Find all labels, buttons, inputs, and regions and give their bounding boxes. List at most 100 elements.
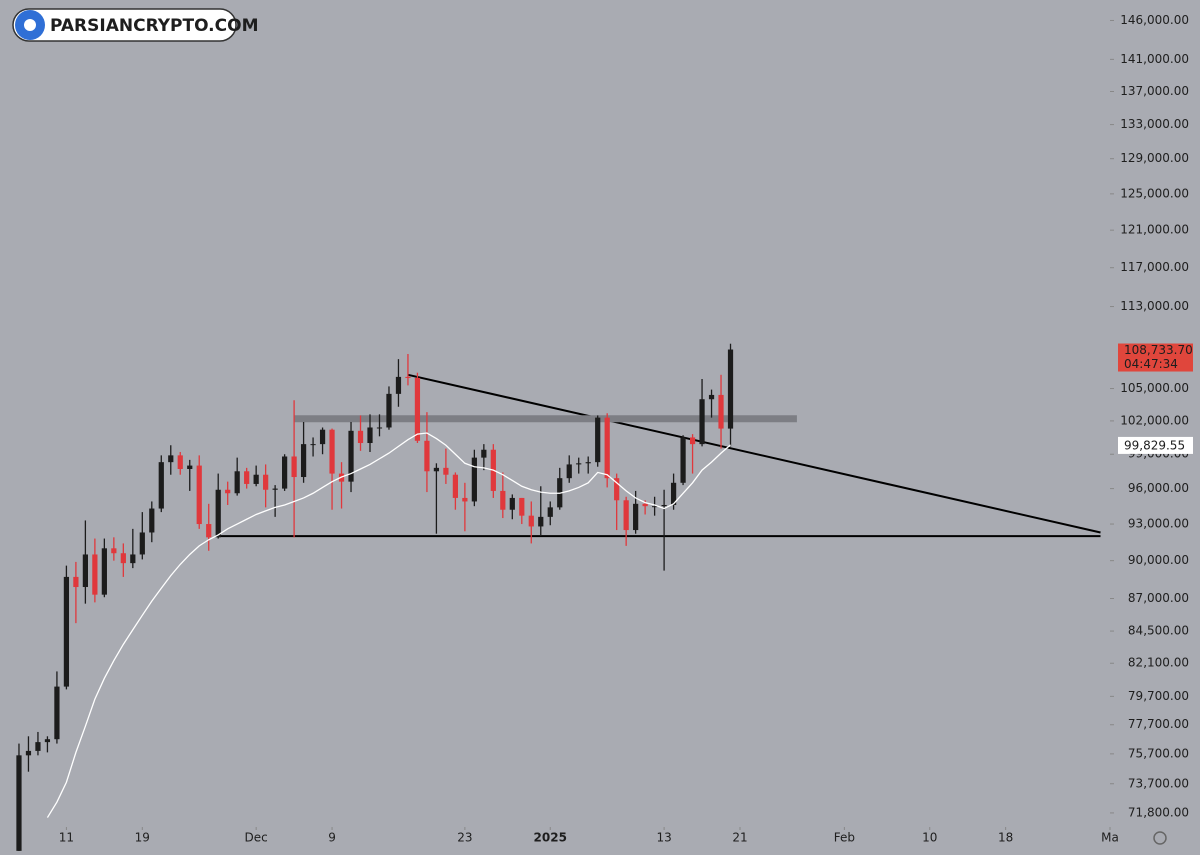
candle-body xyxy=(130,554,136,564)
candle-body xyxy=(319,429,326,445)
candle-body xyxy=(661,504,667,507)
x-tick-label: 21 xyxy=(732,831,747,845)
candle-body xyxy=(244,471,250,484)
x-tick-label: Ma xyxy=(1101,831,1119,845)
candle-body xyxy=(234,471,240,494)
candle-body xyxy=(595,417,601,463)
candle-body xyxy=(63,576,70,687)
y-tick-label: 77,700.00 xyxy=(1128,717,1189,731)
x-tick-label: 9 xyxy=(328,831,336,845)
candle-body xyxy=(120,553,126,564)
candle-body xyxy=(699,399,705,445)
y-tick-label: 141,000.00 xyxy=(1120,52,1189,66)
last-price-label: 108,733.70 xyxy=(1124,343,1193,357)
candle-body xyxy=(414,377,421,441)
candle-body xyxy=(509,497,515,510)
last-price-tag xyxy=(1118,343,1193,372)
y-tick-label: 133,000.00 xyxy=(1120,117,1189,131)
candle-body xyxy=(623,500,629,531)
y-tick-label: 125,000.00 xyxy=(1120,186,1189,200)
y-tick-label: 102,000.00 xyxy=(1120,413,1189,427)
candle-body xyxy=(471,457,477,502)
candle-body xyxy=(177,455,183,469)
y-tick-label: 113,000.00 xyxy=(1120,299,1189,313)
candle-body xyxy=(633,503,639,531)
y-tick-label: 137,000.00 xyxy=(1120,84,1189,98)
y-tick-label: 82,100.00 xyxy=(1128,656,1189,670)
y-tick-label: 96,000.00 xyxy=(1128,481,1189,495)
candle-body xyxy=(25,750,32,756)
candle-body xyxy=(708,394,715,400)
x-tick-label: 10 xyxy=(922,831,937,845)
candle-body xyxy=(348,430,354,482)
x-tick-label: 23 xyxy=(457,831,472,845)
ma-price-label: 99,829.55 xyxy=(1124,438,1185,452)
candle-body xyxy=(585,462,591,464)
candle-body xyxy=(206,524,212,538)
candle-body xyxy=(187,465,193,469)
watermark-badge xyxy=(12,8,237,42)
candle-body xyxy=(481,449,487,458)
candle-body xyxy=(139,532,145,555)
y-tick-label: 146,000.00 xyxy=(1120,13,1189,27)
candle-body xyxy=(576,463,582,465)
candle-body xyxy=(718,394,724,429)
candle-body xyxy=(727,349,734,429)
y-tick-label: 79,700.00 xyxy=(1128,689,1189,703)
candle-body xyxy=(44,739,51,743)
candle-body xyxy=(73,576,79,588)
watermark-logo-dot xyxy=(24,19,36,31)
candle-body xyxy=(82,554,88,588)
candle-body xyxy=(215,489,221,538)
candle-body xyxy=(35,742,41,751)
candle-body xyxy=(433,467,440,472)
y-tick-label: 105,000.00 xyxy=(1120,381,1189,395)
candle-body xyxy=(282,456,288,489)
y-tick-label: 87,000.00 xyxy=(1128,591,1189,605)
candle-body xyxy=(300,444,307,478)
candle-body xyxy=(462,497,468,502)
candle-body xyxy=(357,430,364,444)
candle-body xyxy=(395,376,402,394)
moving-average xyxy=(46,432,731,818)
y-tick-label: 129,000.00 xyxy=(1120,151,1189,165)
x-tick-label: 13 xyxy=(656,831,671,845)
candle-body xyxy=(443,467,449,475)
x-tick-label: Dec xyxy=(245,831,268,845)
candle-body xyxy=(196,465,202,525)
trend-line xyxy=(407,373,1101,534)
y-tick-label: 75,700.00 xyxy=(1128,746,1189,760)
x-tick-label: 2025 xyxy=(534,831,567,845)
candle-body xyxy=(291,456,297,478)
candle-body xyxy=(253,474,259,484)
y-tick-label: 117,000.00 xyxy=(1120,260,1189,274)
candle-body xyxy=(92,554,98,595)
candle-body xyxy=(168,455,174,463)
candle-body xyxy=(158,462,164,509)
candle-body xyxy=(376,427,383,429)
candle-body xyxy=(519,497,525,516)
candle-body xyxy=(54,686,60,740)
candle-body xyxy=(642,503,648,507)
candle-body xyxy=(670,482,677,505)
candle-body xyxy=(16,755,22,851)
x-tick-label: 11 xyxy=(59,831,74,845)
candle-body xyxy=(424,440,430,472)
candle-body xyxy=(452,474,458,498)
y-tick-label: 93,000.00 xyxy=(1128,517,1189,531)
candle-body xyxy=(538,516,544,527)
y-tick-label: 73,700.00 xyxy=(1128,776,1189,790)
y-tick-label: 71,800.00 xyxy=(1128,805,1189,819)
candle-body xyxy=(386,393,392,428)
x-tick-label: 19 xyxy=(135,831,150,845)
candle-body xyxy=(652,506,658,508)
candle-body xyxy=(225,489,231,494)
candle-body xyxy=(614,478,620,501)
candle-body xyxy=(149,508,155,533)
settings-icon[interactable] xyxy=(1153,831,1167,845)
candle-body xyxy=(405,376,411,378)
candle-body xyxy=(263,474,269,490)
y-tick-label: 121,000.00 xyxy=(1120,223,1189,237)
